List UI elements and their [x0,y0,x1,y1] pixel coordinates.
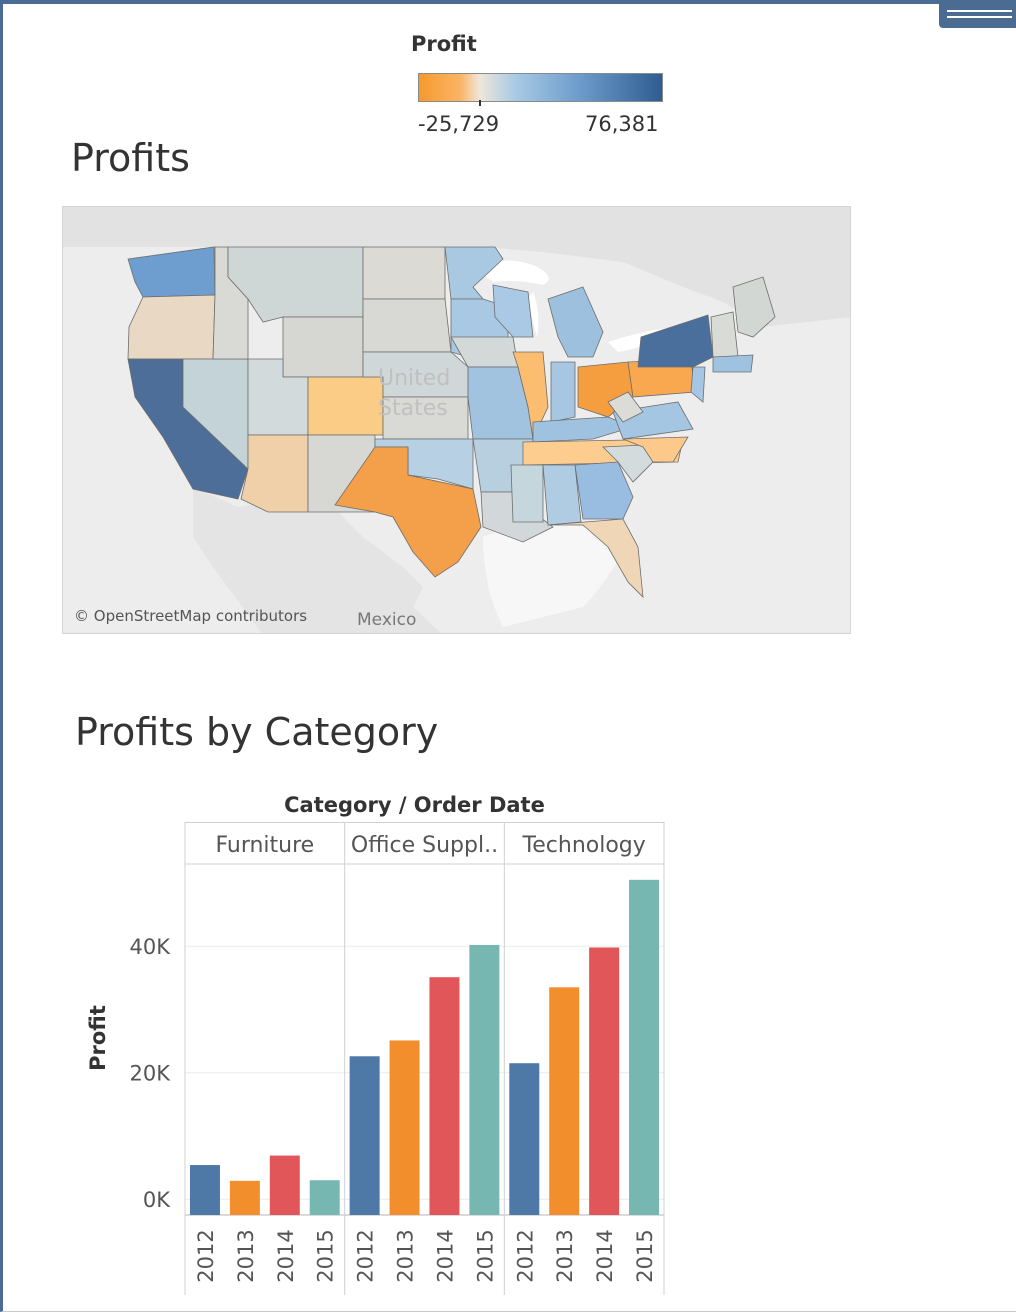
state-florida[interactable] [547,518,644,599]
map-country-label-1: United [378,366,450,391]
year-label: 2014 [593,1229,617,1282]
year-label: 2015 [473,1229,497,1282]
menu-icon-line [947,10,1012,12]
state-georgia[interactable] [574,461,634,520]
year-label: 2015 [633,1229,657,1282]
legend-title: Profit [411,32,477,56]
gulf-of-mexico [483,523,623,627]
y-axis-label: Profit [86,1005,110,1071]
bar-technology-2012 [509,1063,540,1215]
chart-header-title: Category / Order Date [284,793,545,817]
bar-officesuppl-2014 [429,977,460,1215]
bar-officesuppl-2013 [389,1040,420,1215]
year-label: 2014 [274,1229,298,1282]
profit-map[interactable]: United States [62,206,851,634]
state-kentucky[interactable] [532,416,635,443]
y-tick-label: 20K [130,1062,172,1086]
state-new-york[interactable] [637,314,714,368]
menu-icon-line [947,16,1012,18]
map-neighbor-label: Mexico [357,610,417,630]
state-wisconsin[interactable] [492,284,534,338]
legend-zero-tick [479,100,481,106]
canada-land [63,207,850,327]
y-tick-label: 40K [130,935,172,959]
map-country-label-2: States [378,396,448,421]
y-tick-label: 0K [143,1188,171,1212]
lake-michigan [529,292,539,337]
state-maine[interactable] [732,276,776,338]
bar-technology-2013 [549,987,580,1215]
state-michigan[interactable] [547,286,604,358]
legend-min-label: -25,729 [418,112,500,136]
state-mississippi[interactable] [510,464,544,523]
legend-color-ramp [418,73,663,102]
bar-furniture-2015 [309,1180,340,1215]
year-label: 2012 [513,1229,537,1282]
bar-chart-title: Profits by Category [75,710,439,754]
year-label: 2013 [234,1229,258,1282]
bar-furniture-2014 [269,1155,300,1215]
bar-furniture-2012 [189,1165,220,1215]
bar-technology-2014 [589,947,620,1215]
legend-max-label: 76,381 [585,112,659,136]
state-texas[interactable] [334,446,482,578]
bar-technology-2015 [629,879,660,1215]
map-canvas: United States [63,207,850,633]
category-header-1: Office Suppl.. [351,833,498,858]
category-header-0: Furniture [215,833,314,858]
year-label: 2013 [553,1229,577,1282]
map-title: Profits [71,136,190,180]
year-label: 2014 [433,1229,457,1282]
year-label: 2013 [394,1229,418,1282]
state-west-virginia[interactable] [607,391,644,423]
bar-furniture-2013 [229,1180,260,1215]
map-attribution[interactable]: © OpenStreetMap contributors [74,607,308,625]
state-north-carolina[interactable] [622,436,689,463]
state-south-carolina[interactable] [602,444,654,483]
year-label: 2012 [354,1229,378,1282]
bar-officesuppl-2015 [469,944,500,1215]
state-new-jersey[interactable] [690,366,706,403]
bar-officesuppl-2012 [349,1056,380,1215]
state-indiana[interactable] [550,361,576,423]
year-label: 2012 [194,1229,218,1282]
mexico-land [193,487,441,633]
year-label: 2015 [314,1229,338,1282]
state-massachusetts[interactable] [712,354,754,373]
menu-button[interactable] [939,4,1016,28]
category-header-2: Technology [522,833,646,858]
